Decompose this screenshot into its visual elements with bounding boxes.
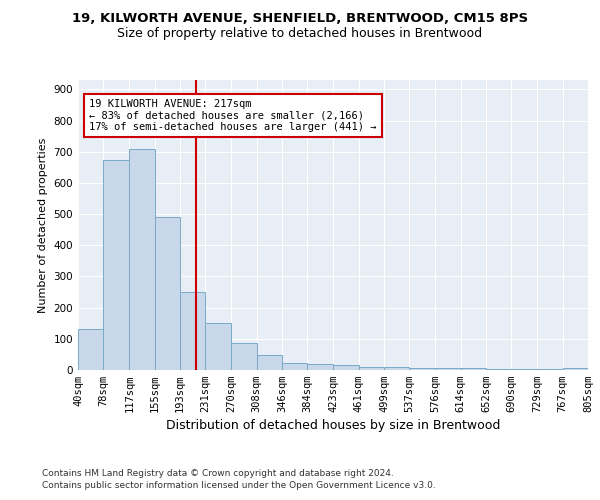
Bar	[409, 368, 436, 370]
Text: Size of property relative to detached houses in Brentwood: Size of property relative to detached ho…	[118, 28, 482, 40]
Y-axis label: Number of detached properties: Number of detached properties	[38, 138, 48, 312]
Bar	[180, 292, 205, 370]
Bar	[563, 368, 588, 370]
Text: Contains HM Land Registry data © Crown copyright and database right 2024.: Contains HM Land Registry data © Crown c…	[42, 468, 394, 477]
Bar	[384, 367, 409, 370]
Bar	[130, 148, 155, 370]
Bar	[257, 355, 282, 370]
Bar	[511, 369, 538, 370]
Bar	[359, 367, 384, 370]
Bar	[334, 364, 359, 370]
Text: 19 KILWORTH AVENUE: 217sqm
← 83% of detached houses are smaller (2,166)
17% of s: 19 KILWORTH AVENUE: 217sqm ← 83% of deta…	[89, 98, 377, 132]
Bar	[538, 369, 563, 370]
X-axis label: Distribution of detached houses by size in Brentwood: Distribution of detached houses by size …	[166, 420, 500, 432]
Bar	[78, 330, 103, 370]
Bar	[282, 363, 307, 370]
Bar	[461, 368, 486, 370]
Text: Contains public sector information licensed under the Open Government Licence v3: Contains public sector information licen…	[42, 481, 436, 490]
Bar	[103, 160, 130, 370]
Bar	[307, 364, 334, 370]
Bar	[486, 369, 511, 370]
Bar	[155, 216, 180, 370]
Bar	[232, 344, 257, 370]
Bar	[205, 323, 232, 370]
Bar	[436, 368, 461, 370]
Text: 19, KILWORTH AVENUE, SHENFIELD, BRENTWOOD, CM15 8PS: 19, KILWORTH AVENUE, SHENFIELD, BRENTWOO…	[72, 12, 528, 26]
